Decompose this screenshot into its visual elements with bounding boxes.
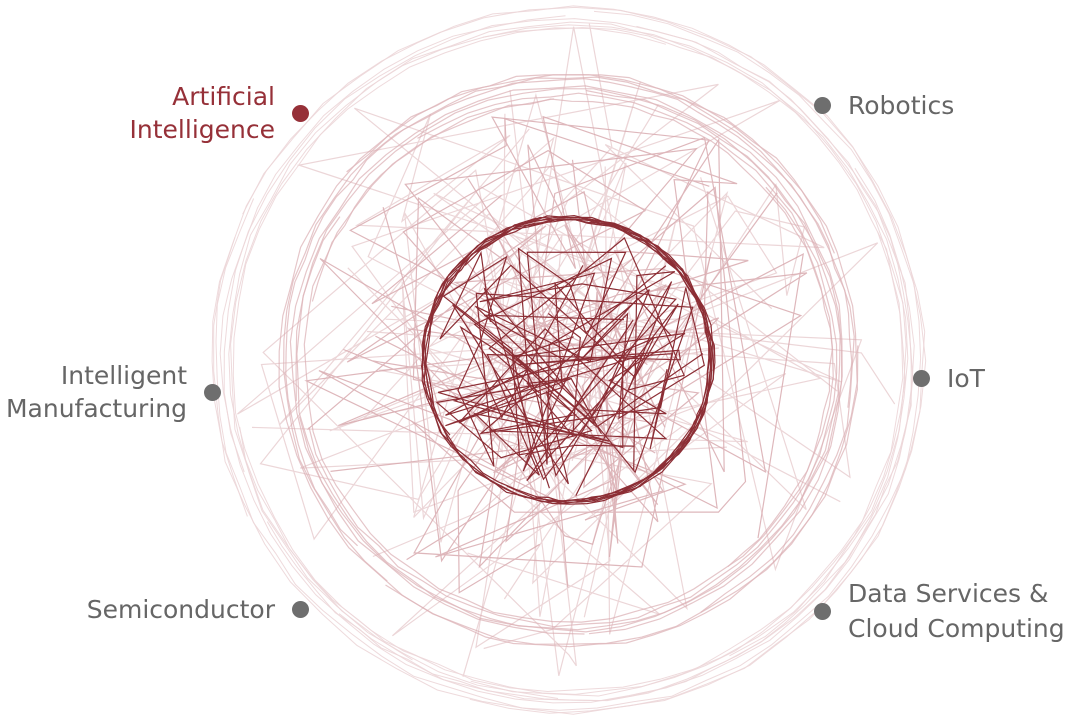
outer-ring-line bbox=[232, 27, 904, 693]
outer-ring-line bbox=[213, 6, 927, 715]
outer-ring-line bbox=[219, 15, 915, 704]
core-wire-line bbox=[445, 281, 624, 449]
node-artificial-intelligence-label: Artificial Intelligence bbox=[130, 80, 275, 146]
outer-wire-line bbox=[259, 104, 822, 500]
node-robotics-dot[interactable] bbox=[814, 97, 831, 114]
node-iot[interactable]: IoT bbox=[913, 362, 985, 395]
outer-ring-line bbox=[211, 5, 926, 714]
core-wire-line bbox=[452, 247, 668, 485]
outer-ring-line bbox=[228, 21, 909, 699]
mid-ring-line bbox=[295, 88, 843, 633]
data-label-line1: Data Services & bbox=[848, 579, 1049, 608]
mid-ring-line bbox=[296, 89, 841, 631]
outer-wire-line bbox=[260, 162, 698, 617]
core-wire-line bbox=[479, 251, 677, 472]
mid-wire-line bbox=[391, 305, 655, 594]
im-label-line1: Intelligent bbox=[60, 361, 187, 390]
core-wire-line bbox=[445, 237, 685, 482]
ai-label-line1: Artificial bbox=[172, 82, 275, 111]
node-artificial-intelligence[interactable]: Artificial Intelligence bbox=[130, 80, 309, 146]
node-semiconductor-dot[interactable] bbox=[292, 601, 309, 618]
node-intelligent-manufacturing-label: Intelligent Manufacturing bbox=[6, 359, 187, 425]
mid-ring-line bbox=[289, 85, 843, 635]
node-semiconductor-label: Semiconductor bbox=[86, 595, 275, 624]
im-label-line2: Manufacturing bbox=[5, 394, 187, 423]
core-wire-line bbox=[442, 255, 694, 489]
mid-ring-line bbox=[311, 98, 833, 568]
node-robotics[interactable]: Robotics bbox=[814, 89, 954, 122]
node-intelligent-manufacturing-dot[interactable] bbox=[204, 383, 221, 401]
mid-ring-line bbox=[285, 78, 853, 547]
node-data-services-dot[interactable] bbox=[814, 602, 831, 620]
node-iot-dot[interactable] bbox=[913, 370, 930, 387]
core-sphere-lines bbox=[420, 214, 716, 505]
node-data-services-cloud-computing[interactable]: Data Services & Cloud Computing bbox=[814, 576, 1065, 646]
ai-label-line2: Intelligence bbox=[129, 115, 275, 144]
data-label-line2: Cloud Computing bbox=[848, 614, 1065, 643]
node-semiconductor[interactable]: Semiconductor bbox=[87, 593, 309, 626]
outer-ring-line bbox=[223, 18, 912, 702]
core-ring-line bbox=[427, 218, 712, 502]
mid-ring-line bbox=[283, 76, 855, 613]
core-wire-line bbox=[437, 337, 682, 496]
mid-ring-line bbox=[278, 74, 859, 645]
mid-ring-line bbox=[308, 92, 838, 628]
outer-wire-line bbox=[483, 183, 806, 650]
node-data-services-label: Data Services & Cloud Computing bbox=[848, 576, 1065, 646]
node-robotics-label: Robotics bbox=[848, 91, 955, 120]
node-intelligent-manufacturing[interactable]: Intelligent Manufacturing bbox=[6, 359, 221, 425]
node-iot-label: IoT bbox=[947, 364, 985, 393]
outer-wire-line bbox=[347, 26, 688, 649]
middle-sphere-lines bbox=[278, 74, 859, 648]
outer-ring-line bbox=[230, 24, 907, 697]
outer-ring-line bbox=[215, 10, 922, 711]
node-artificial-intelligence-dot[interactable] bbox=[292, 104, 309, 122]
